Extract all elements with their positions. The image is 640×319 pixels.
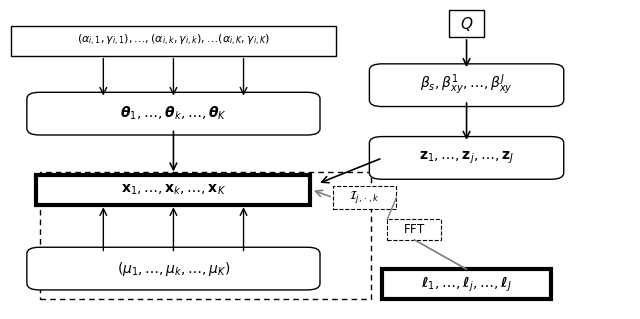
- Text: $Q$: $Q$: [460, 15, 473, 33]
- Bar: [387, 219, 442, 240]
- FancyBboxPatch shape: [369, 137, 564, 179]
- Bar: [449, 10, 484, 37]
- FancyBboxPatch shape: [27, 92, 320, 135]
- FancyBboxPatch shape: [27, 247, 320, 290]
- FancyBboxPatch shape: [369, 64, 564, 107]
- Text: $\boldsymbol{\ell}_1, \ldots, \boldsymbol{\ell}_j, \ldots, \boldsymbol{\ell}_J$: $\boldsymbol{\ell}_1, \ldots, \boldsymbo…: [421, 275, 512, 293]
- Bar: [333, 186, 396, 209]
- Bar: [36, 174, 310, 204]
- Bar: [40, 172, 371, 299]
- Text: $\mathbf{x}_1, \ldots, \mathbf{x}_k, \ldots, \mathbf{x}_K$: $\mathbf{x}_1, \ldots, \mathbf{x}_k, \ld…: [121, 182, 226, 197]
- Text: $\boldsymbol{\theta}_1, \ldots, \boldsymbol{\theta}_k, \ldots, \boldsymbol{\thet: $\boldsymbol{\theta}_1, \ldots, \boldsym…: [120, 105, 227, 122]
- Text: $\mathrm{FFT}$: $\mathrm{FFT}$: [403, 223, 426, 236]
- Text: $(\mu_1, \ldots, \mu_k, \ldots, \mu_K)$: $(\mu_1, \ldots, \mu_k, \ldots, \mu_K)$: [116, 260, 230, 278]
- Text: $\mathbf{z}_1, \ldots, \mathbf{z}_j, \ldots, \mathbf{z}_J$: $\mathbf{z}_1, \ldots, \mathbf{z}_j, \ld…: [419, 150, 514, 166]
- Bar: [11, 26, 336, 56]
- Text: $\mathcal{I}_{j,\cdot,k}$: $\mathcal{I}_{j,\cdot,k}$: [349, 189, 380, 205]
- Text: $(\alpha_{i,1}, \gamma_{i,1}),\ldots,(\alpha_{i,k}, \gamma_{i,k}),\ldots(\alpha_: $(\alpha_{i,1}, \gamma_{i,1}),\ldots,(\a…: [77, 33, 270, 48]
- Text: $\beta_s, \beta_{xy}^1, \ldots, \beta_{xy}^J$: $\beta_s, \beta_{xy}^1, \ldots, \beta_{x…: [420, 73, 513, 97]
- Bar: [382, 269, 551, 300]
